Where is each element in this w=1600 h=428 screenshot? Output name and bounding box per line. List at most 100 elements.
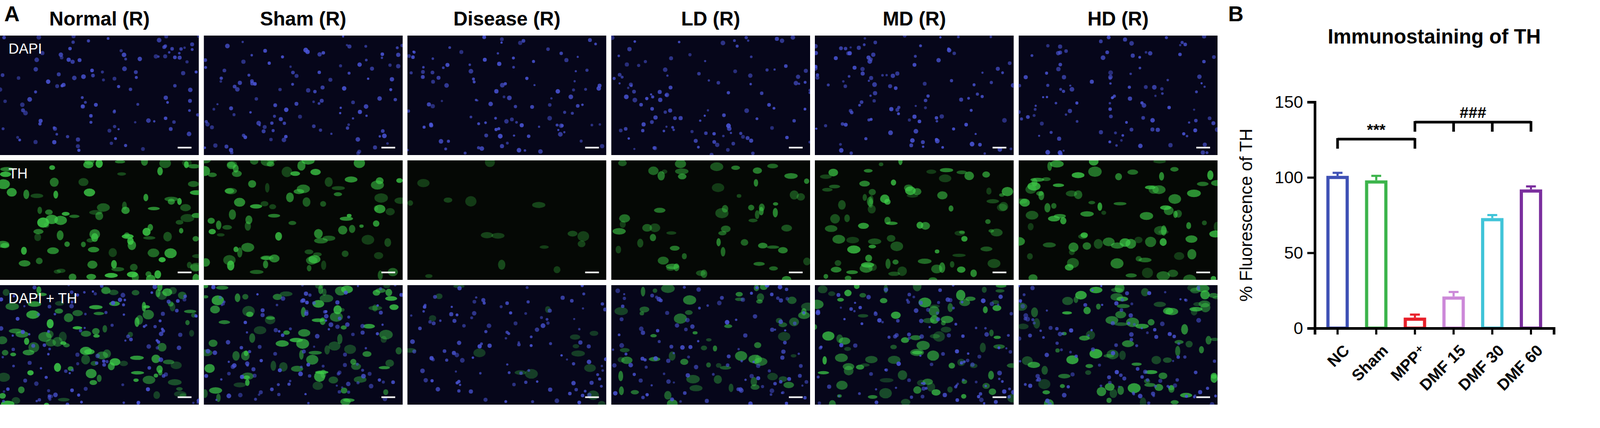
nucleus — [89, 114, 93, 118]
th-signal — [289, 337, 303, 343]
nucleus — [271, 129, 275, 133]
nucleus — [277, 393, 281, 397]
nucleus — [380, 56, 384, 60]
nucleus — [726, 90, 730, 95]
nucleus — [889, 107, 894, 112]
nucleus — [877, 318, 882, 323]
th-signal — [318, 285, 323, 295]
nucleus — [75, 362, 80, 366]
nucleus — [627, 46, 632, 51]
nucleus — [1059, 87, 1062, 91]
nucleus — [342, 86, 347, 91]
nucleus — [913, 54, 917, 58]
nucleus — [75, 137, 81, 142]
nucleus — [31, 344, 36, 348]
nucleus — [188, 87, 193, 93]
th-signal — [96, 375, 102, 383]
nucleus — [706, 109, 709, 112]
nucleus — [650, 107, 654, 112]
nucleus — [430, 70, 435, 75]
nucleus — [1054, 101, 1058, 105]
nucleus — [435, 387, 441, 393]
nucleus — [1166, 78, 1170, 82]
scale-bar — [992, 271, 1007, 274]
nucleus — [673, 116, 677, 121]
th-signal — [91, 233, 99, 243]
nucleus — [1129, 72, 1133, 76]
nucleus — [756, 376, 761, 381]
nucleus — [110, 323, 114, 327]
nucleus — [190, 42, 194, 47]
nucleus — [477, 146, 481, 150]
nucleus — [972, 83, 976, 87]
nucleus — [365, 114, 369, 118]
nucleus — [778, 298, 784, 303]
nucleus — [872, 99, 876, 103]
nucleus — [372, 145, 378, 150]
nucleus — [594, 42, 598, 46]
th-signal — [269, 203, 277, 210]
th-signal — [830, 266, 842, 273]
nucleus — [409, 71, 413, 75]
th-signal — [63, 343, 70, 348]
nucleus — [935, 311, 940, 315]
nucleus — [363, 104, 369, 109]
nucleus — [192, 402, 195, 405]
nucleus — [1115, 144, 1118, 148]
nucleus — [706, 304, 710, 308]
nucleus — [243, 320, 248, 325]
nucleus — [913, 308, 919, 313]
nucleus — [883, 287, 889, 292]
nucleus — [1109, 114, 1113, 119]
nucleus — [773, 381, 778, 386]
nucleus — [257, 345, 262, 350]
nucleus — [0, 73, 5, 78]
nucleus — [80, 401, 83, 404]
nucleus — [964, 122, 968, 127]
nucleus — [935, 317, 941, 322]
th-signal — [1051, 202, 1057, 209]
th-signal — [372, 290, 381, 296]
th-signal — [396, 177, 403, 183]
nucleus — [78, 329, 82, 333]
nucleus — [547, 308, 552, 313]
nucleus — [699, 119, 702, 123]
th-signal — [312, 252, 322, 257]
nucleus — [617, 54, 620, 58]
th-signal — [87, 260, 98, 269]
nucleus — [317, 52, 322, 57]
nucleus — [71, 35, 76, 39]
nucleus — [48, 347, 51, 351]
nucleus — [273, 103, 278, 108]
nucleus — [1125, 121, 1128, 124]
th-signal — [117, 172, 127, 176]
th-signal — [203, 285, 209, 289]
nucleus — [499, 37, 504, 41]
nucleus — [160, 327, 164, 331]
image-background — [203, 285, 404, 405]
th-signal — [131, 371, 145, 376]
nucleus — [505, 330, 509, 335]
nucleus — [163, 54, 168, 59]
nucleus — [288, 327, 292, 331]
nucleus — [729, 131, 733, 134]
nucleus — [679, 345, 685, 351]
nucleus — [300, 299, 304, 303]
th-signal — [203, 160, 211, 164]
nucleus — [853, 343, 858, 348]
image-background — [407, 35, 607, 156]
image-background — [0, 35, 200, 156]
row-label: TH — [8, 165, 28, 182]
th-signal — [753, 179, 759, 187]
th-signal — [1006, 363, 1014, 369]
nucleus — [693, 138, 699, 143]
nucleus — [122, 401, 126, 405]
nucleus — [772, 106, 776, 110]
nucleus — [1049, 130, 1053, 134]
nucleus — [462, 324, 466, 328]
nucleus — [364, 347, 368, 351]
nucleus — [177, 55, 182, 61]
nucleus — [479, 146, 485, 151]
nucleus — [523, 149, 527, 152]
nucleus — [534, 327, 540, 333]
